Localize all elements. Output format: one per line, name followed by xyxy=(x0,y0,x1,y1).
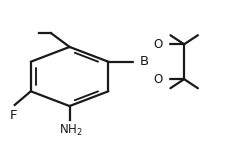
Text: NH$_2$: NH$_2$ xyxy=(59,123,83,138)
Text: O: O xyxy=(153,38,162,51)
Text: B: B xyxy=(139,55,149,68)
Text: O: O xyxy=(153,73,162,86)
Text: F: F xyxy=(10,109,17,122)
